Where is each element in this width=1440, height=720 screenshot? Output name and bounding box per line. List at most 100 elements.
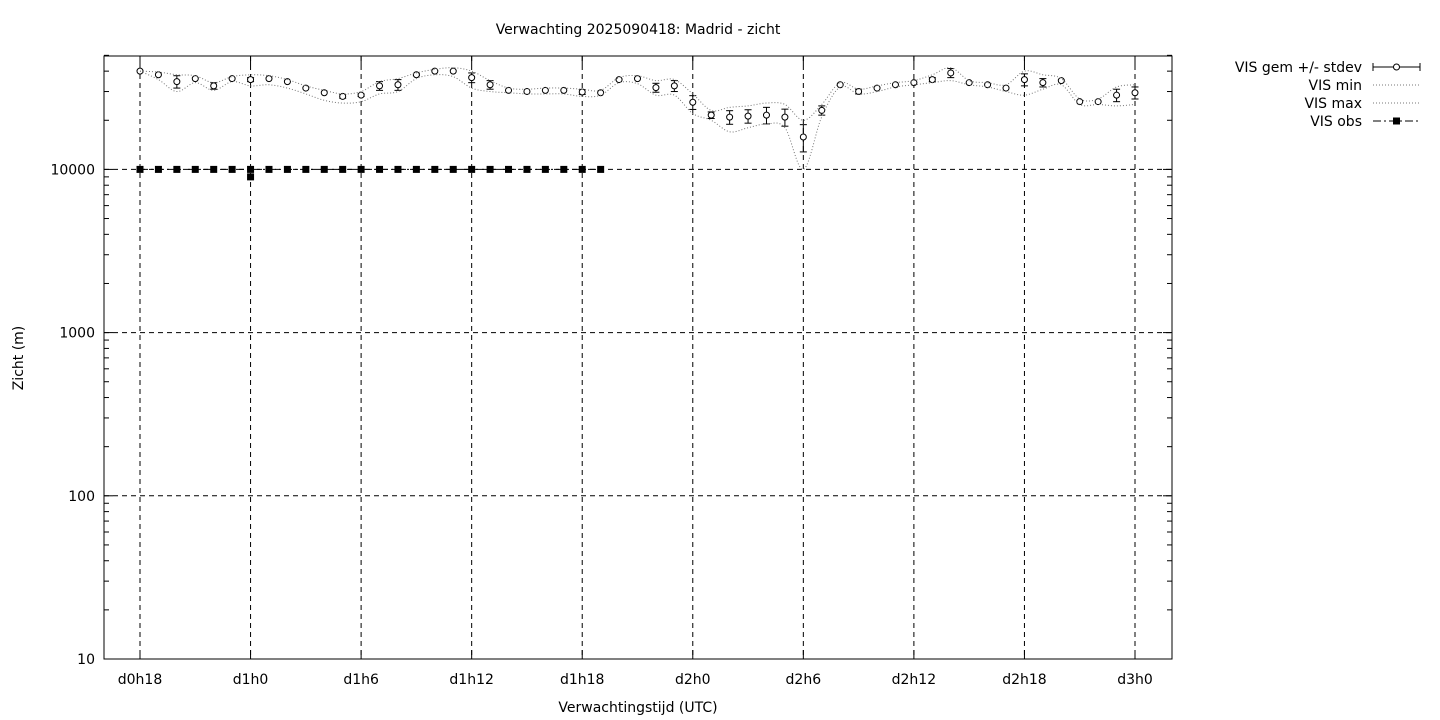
data-point-vis-gem <box>578 88 586 96</box>
data-point-vis-gem <box>689 98 697 106</box>
data-point-vis-gem <box>855 88 863 96</box>
data-point-vis-gem <box>707 111 715 119</box>
legend-label: VIS obs <box>1310 114 1362 130</box>
data-point-vis-gem <box>468 74 476 82</box>
data-point-vis-gem <box>302 84 310 92</box>
data-point-vis-obs <box>486 165 494 173</box>
data-point-vis-gem <box>670 82 678 90</box>
x-tick-label: d1h12 <box>449 672 493 688</box>
data-point-vis-gem <box>173 78 181 86</box>
data-point-vis-obs <box>449 165 457 173</box>
data-point-vis-gem <box>947 69 955 77</box>
data-point-vis-gem <box>597 89 605 97</box>
data-point-vis-obs <box>210 165 218 173</box>
y-tick-label: 10000 <box>50 162 95 178</box>
data-point-vis-obs <box>431 165 439 173</box>
grid <box>104 56 1172 659</box>
data-point-vis-gem <box>799 133 807 141</box>
data-point-vis-obs <box>283 165 291 173</box>
data-point-vis-obs <box>541 165 549 173</box>
data-point-vis-gem <box>265 75 273 83</box>
axes: 10 100 1000 10000 d0h18 d1h0 d1h6 d1h12 d1h18 d2h… <box>50 54 1172 688</box>
data-point-vis-obs <box>560 165 568 173</box>
data-point-vis-obs <box>302 165 310 173</box>
data-point-vis-gem <box>1002 84 1010 92</box>
data-point-vis-obs <box>578 165 586 173</box>
data-point-vis-gem <box>431 67 439 75</box>
data-point-vis-obs <box>468 165 476 173</box>
series-layer <box>136 67 1139 181</box>
legend-swatch-marker <box>1393 63 1400 71</box>
x-tick-label: d2h0 <box>675 672 711 688</box>
legend: VIS gem +/- stdev VIS min VIS max VIS obs <box>1235 60 1421 130</box>
data-point-vis-gem <box>634 75 641 83</box>
data-point-vis-gem <box>357 91 365 99</box>
data-point-vis-gem <box>154 71 162 79</box>
x-tick-label: d1h0 <box>233 672 269 688</box>
data-point-vis-obs <box>228 165 236 173</box>
data-point-vis-gem <box>781 113 789 121</box>
data-point-vis-obs <box>597 165 605 173</box>
data-point-vis-gem <box>339 92 347 100</box>
data-point-vis-gem <box>744 112 752 120</box>
x-tick-label: d2h18 <box>1002 672 1046 688</box>
data-point-vis-obs <box>523 165 531 173</box>
x-tick-label: d2h12 <box>892 672 936 688</box>
legend-swatch-marker <box>1393 117 1400 125</box>
chart-title: Verwachting 2025090418: Madrid - zicht <box>496 22 781 38</box>
legend-label: VIS gem +/- stdev <box>1235 60 1362 76</box>
x-tick-label: d3h0 <box>1117 672 1153 688</box>
plot-frame <box>103 55 1173 660</box>
data-point-vis-gem <box>523 88 531 96</box>
data-point-vis-obs <box>394 165 402 173</box>
data-point-vis-obs <box>320 165 328 173</box>
data-point-vis-gem <box>283 78 291 86</box>
data-point-vis-gem <box>191 75 199 83</box>
legend-label: VIS min <box>1309 78 1362 94</box>
data-point-vis-gem <box>210 82 218 90</box>
data-point-vis-gem <box>449 67 457 75</box>
data-point-vis-obs <box>136 165 144 173</box>
data-point-vis-gem <box>412 71 420 79</box>
data-point-vis-gem <box>1113 91 1121 99</box>
data-point-vis-obs <box>339 165 347 173</box>
x-tick-label: d2h6 <box>786 672 822 688</box>
data-point-vis-obs <box>247 165 255 173</box>
data-point-vis-gem <box>376 82 384 90</box>
data-point-vis-obs <box>247 173 255 181</box>
data-point-vis-gem <box>652 84 660 92</box>
legend-label: VIS max <box>1304 96 1362 112</box>
x-tick-label: d1h18 <box>560 672 604 688</box>
data-point-vis-gem <box>818 106 826 114</box>
data-point-vis-obs <box>154 165 162 173</box>
data-point-vis-gem <box>726 113 734 121</box>
data-point-vis-gem <box>1094 98 1102 106</box>
data-point-vis-gem <box>560 86 568 94</box>
x-tick-label: d1h6 <box>343 672 379 688</box>
data-point-vis-gem <box>928 76 936 84</box>
data-point-vis-gem <box>1020 76 1028 84</box>
data-point-vis-obs <box>265 165 273 173</box>
data-point-vis-gem <box>394 81 402 89</box>
y-axis-label: Zicht (m) <box>11 326 27 391</box>
y-tick-label: 1000 <box>59 326 95 342</box>
data-point-vis-obs <box>376 165 384 173</box>
x-tick-label: d0h18 <box>118 672 162 688</box>
series-0 <box>136 67 1139 153</box>
data-point-vis-gem <box>541 86 549 94</box>
data-point-vis-gem <box>1057 77 1065 85</box>
data-point-vis-obs <box>505 165 513 173</box>
data-point-vis-gem <box>1039 79 1047 87</box>
data-point-vis-gem <box>320 89 328 97</box>
x-axis-label: Verwachtingstijd (UTC) <box>558 700 717 716</box>
y-tick-label: 10 <box>77 652 95 668</box>
data-point-vis-obs <box>357 165 365 173</box>
data-point-vis-gem <box>486 81 494 89</box>
data-point-vis-gem <box>1131 89 1139 97</box>
data-point-vis-gem <box>247 76 255 84</box>
data-point-vis-obs <box>191 165 199 173</box>
data-point-vis-obs <box>173 165 181 173</box>
data-point-vis-obs <box>412 165 420 173</box>
data-point-vis-gem <box>762 111 770 119</box>
